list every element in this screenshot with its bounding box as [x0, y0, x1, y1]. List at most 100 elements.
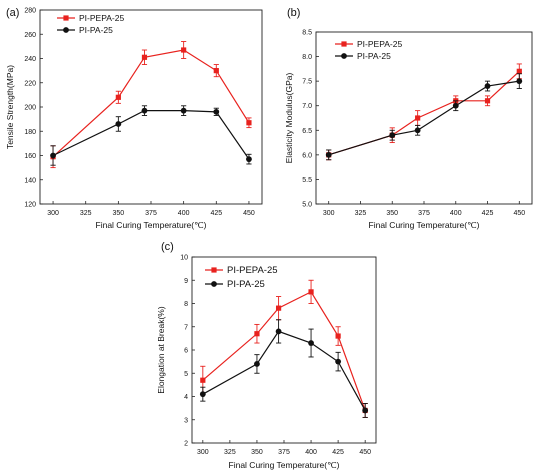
legend-entry: PI-PEPA-25 [205, 265, 278, 276]
legend-label: PI-PA-25 [357, 51, 391, 61]
y-tick-label: 10 [180, 255, 188, 262]
x-tick-label: 375 [418, 210, 430, 217]
data-point [141, 54, 148, 60]
y-tick-label: 200 [24, 105, 36, 112]
y-tick-label: 7.5 [302, 79, 312, 86]
plot-frame [315, 31, 533, 205]
legend-marker [63, 27, 69, 33]
y-tick-label: 2 [184, 441, 188, 448]
x-tick-label: 375 [145, 210, 157, 217]
legend-marker [211, 281, 217, 287]
legend-label: PI-PEPA-25 [79, 13, 124, 23]
data-point [414, 127, 421, 134]
data-point [213, 108, 220, 115]
data-point [325, 151, 332, 158]
legend-entry: PI-PEPA-25 [57, 13, 124, 23]
data-point [254, 331, 260, 337]
y-tick-label: 260 [24, 32, 36, 39]
legend-entry: PI-PA-25 [57, 25, 113, 35]
data-point [275, 328, 282, 335]
y-axis-title: Elasticity Modulus(GPa) [284, 72, 294, 163]
x-axis-title: Final Curing Temperature(℃) [96, 220, 207, 230]
data-point [246, 120, 252, 126]
panel-label: (c) [161, 241, 174, 253]
y-tick-label: 9 [184, 278, 188, 285]
plot-frame [39, 9, 263, 205]
chart-panel-3: (c) 300 325 350 375 400 425 450 2 3 4 5 6 7 8 9 10 Final … [156, 241, 377, 470]
legend-entry: PI-PEPA-25 [335, 39, 402, 49]
legend-marker [211, 267, 217, 273]
legend-label: PI-PA-25 [227, 279, 265, 290]
data-point [199, 391, 206, 398]
series-2 [50, 105, 252, 166]
legend-label: PI-PEPA-25 [357, 39, 402, 49]
data-point [362, 407, 369, 414]
legend-entry: PI-PA-25 [205, 279, 265, 290]
x-tick-label: 300 [323, 210, 335, 217]
data-point [516, 68, 522, 74]
y-tick-label: 120 [24, 202, 36, 209]
data-point [308, 289, 314, 295]
x-tick-label: 350 [251, 449, 263, 456]
series-line [202, 291, 366, 411]
x-tick-label: 425 [482, 210, 494, 217]
data-point [335, 333, 341, 339]
x-tick-label: 425 [332, 449, 344, 456]
y-tick-label: 6.5 [302, 128, 312, 135]
y-tick-label: 3 [184, 417, 188, 424]
x-tick-label: 400 [450, 210, 462, 217]
data-point [335, 358, 342, 365]
x-tick-label: 450 [359, 449, 371, 456]
x-axis-title: Final Curing Temperature(℃) [229, 460, 340, 470]
y-axis-title: Elongation at Break(%) [156, 306, 166, 394]
x-tick-label: 325 [224, 449, 236, 456]
panel-label: (a) [6, 7, 19, 19]
y-tick-label: 220 [24, 80, 36, 87]
data-point [516, 78, 523, 85]
y-tick-label: 140 [24, 177, 36, 184]
data-point [389, 132, 396, 139]
x-tick-label: 400 [305, 449, 317, 456]
x-tick-label: 325 [80, 210, 92, 217]
y-tick-label: 160 [24, 153, 36, 160]
y-tick-label: 280 [24, 8, 36, 15]
legend-entry: PI-PA-25 [335, 51, 391, 61]
chart-panel-1: (a) 300 325 350 375 400 425 450 120 140 160 180 200 2… [5, 7, 263, 230]
x-tick-label: 300 [197, 449, 209, 456]
x-tick-label: 375 [278, 449, 290, 456]
series-line [328, 70, 520, 156]
y-tick-label: 5.0 [302, 202, 312, 209]
data-point [115, 121, 122, 127]
series-1 [326, 63, 522, 161]
data-point [415, 115, 421, 121]
legend-marker [63, 15, 69, 21]
data-point [200, 377, 206, 383]
data-point [213, 68, 219, 74]
x-tick-label: 350 [113, 210, 125, 217]
data-point [254, 361, 260, 367]
legend-marker [341, 41, 347, 47]
chart-panel-2: (b) 300 325 350 375 400 425 450 5.0 5.5 6.0 6.5 7.0 7… [284, 7, 533, 230]
x-tick-label: 425 [210, 210, 222, 217]
panel-label: (b) [287, 7, 300, 19]
y-tick-label: 8.5 [302, 30, 312, 37]
y-tick-label: 6.0 [302, 152, 312, 159]
series-1 [50, 41, 252, 169]
data-point [141, 107, 148, 114]
legend-label: PI-PEPA-25 [227, 265, 278, 276]
x-tick-label: 325 [355, 210, 367, 217]
data-point [275, 305, 282, 311]
data-point [452, 102, 459, 109]
data-point [484, 98, 491, 104]
x-tick-label: 300 [47, 210, 59, 217]
data-point [246, 156, 252, 163]
y-tick-label: 5.5 [302, 177, 312, 184]
series-line [202, 330, 366, 411]
series-line [52, 49, 250, 158]
y-tick-label: 6 [184, 348, 188, 355]
plot-frame [191, 256, 377, 444]
y-axis-title: Tensile Strength(MPa) [5, 65, 15, 149]
series-line [328, 80, 520, 156]
series-line [52, 110, 250, 160]
